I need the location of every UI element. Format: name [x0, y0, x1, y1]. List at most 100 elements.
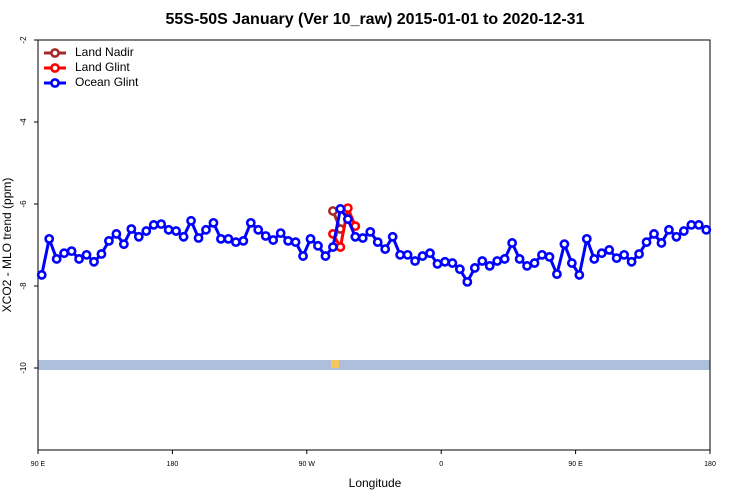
point — [671, 231, 682, 242]
point — [619, 249, 630, 260]
point — [417, 251, 428, 261]
point — [245, 217, 256, 228]
x-tick-label: 180 — [167, 461, 179, 468]
x-axis-label: Longitude — [349, 476, 402, 490]
point — [499, 254, 510, 264]
x-tick-label: 0 — [439, 461, 443, 468]
point — [574, 270, 585, 280]
point — [522, 261, 532, 271]
legend-label: Ocean Glint — [75, 75, 139, 89]
point — [350, 231, 361, 242]
y-axis-label: XCO2 - MLO trend (ppm) — [0, 178, 14, 313]
point — [447, 258, 458, 268]
point — [201, 224, 211, 235]
point — [604, 245, 615, 255]
x-tick-label: 90 W — [299, 461, 316, 468]
legend-label: Land Glint — [75, 60, 130, 74]
point — [163, 224, 174, 235]
point — [432, 258, 443, 269]
point — [454, 264, 465, 275]
point — [552, 269, 562, 280]
y-tick-label: -2 — [19, 36, 28, 44]
point — [402, 249, 413, 260]
point — [589, 254, 600, 264]
land-patch — [331, 360, 339, 368]
y-tick-label: -8 — [19, 282, 28, 290]
point — [193, 233, 204, 243]
point — [387, 231, 398, 242]
y-tick-label: -4 — [19, 118, 28, 126]
point — [410, 256, 420, 266]
point — [298, 251, 308, 261]
point — [148, 220, 159, 230]
point — [484, 261, 495, 271]
point — [395, 249, 406, 260]
x-tick-label: 90 E — [31, 461, 46, 468]
point — [664, 224, 674, 235]
point — [611, 253, 622, 264]
point — [492, 256, 503, 266]
point — [275, 228, 286, 239]
y-tick-label: -6 — [19, 200, 28, 208]
point — [74, 254, 84, 264]
series-line — [40, 207, 708, 284]
point — [238, 235, 249, 246]
point — [425, 248, 435, 259]
point — [156, 219, 167, 229]
point — [111, 229, 122, 239]
point — [335, 204, 346, 214]
point — [544, 251, 555, 262]
point — [342, 203, 353, 213]
point — [678, 226, 689, 236]
point — [96, 249, 107, 259]
point — [507, 238, 518, 248]
point — [216, 233, 226, 244]
point — [701, 224, 712, 235]
point — [477, 256, 488, 266]
point — [36, 270, 47, 280]
land-strip — [38, 360, 710, 370]
point — [357, 233, 368, 243]
point — [656, 238, 667, 248]
point — [649, 229, 659, 239]
legend-label: Land Nadir — [75, 45, 134, 59]
point — [596, 248, 607, 259]
point — [566, 258, 577, 268]
chart-title: 55S-50S January (Ver 10_raw) 2015-01-01 … — [166, 11, 585, 28]
point — [440, 256, 450, 267]
point — [66, 246, 77, 257]
point — [559, 239, 570, 250]
point — [260, 231, 271, 241]
x-tick-label: 90 E — [568, 461, 583, 468]
point — [290, 237, 301, 248]
point — [89, 256, 99, 267]
point — [365, 226, 376, 237]
point — [141, 226, 152, 236]
point — [283, 235, 294, 246]
point — [686, 220, 697, 230]
point — [320, 251, 331, 261]
point — [51, 254, 62, 264]
legend-marker — [50, 63, 60, 73]
point — [380, 244, 391, 254]
x-tick-label: 180 — [704, 461, 716, 468]
point — [537, 249, 547, 260]
point — [59, 248, 70, 259]
legend-marker — [50, 48, 60, 58]
point — [133, 231, 144, 242]
point — [178, 231, 189, 242]
point — [44, 233, 55, 244]
point — [253, 224, 264, 235]
point — [328, 206, 338, 216]
point — [693, 220, 704, 230]
point — [581, 233, 592, 244]
point — [171, 226, 182, 236]
plot-frame — [37, 39, 711, 451]
point — [634, 249, 644, 259]
point — [305, 233, 316, 244]
point — [514, 254, 525, 264]
point — [126, 224, 137, 234]
point — [335, 242, 346, 252]
legend-marker — [50, 78, 60, 88]
